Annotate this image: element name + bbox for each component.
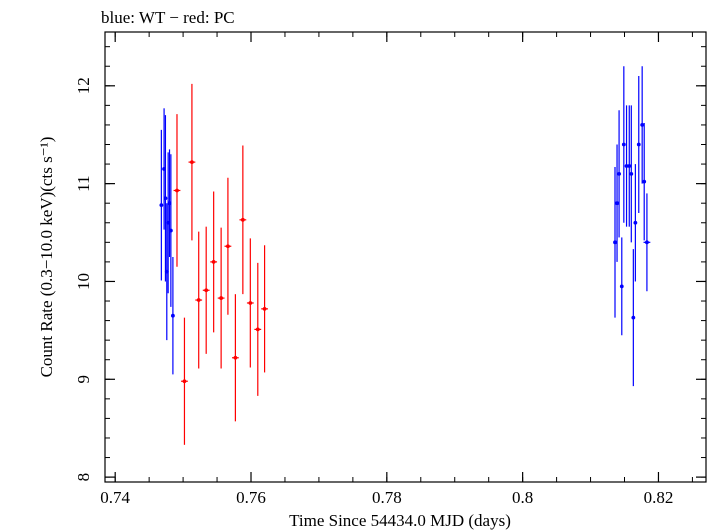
x-tick-label: 0.78 xyxy=(372,488,402,507)
data-point xyxy=(168,154,173,307)
point-marker xyxy=(168,228,173,233)
plot-frame xyxy=(104,31,707,483)
axes: 0.74 0.76 0.78 0.8 0.82 8 9 10 11 12 xyxy=(74,32,706,507)
data-point xyxy=(171,257,175,375)
data-point xyxy=(163,115,168,282)
point-marker xyxy=(175,188,179,193)
data-point xyxy=(231,294,239,422)
point-marker xyxy=(624,164,629,168)
point-marker xyxy=(255,327,260,332)
point-marker xyxy=(621,142,626,147)
data-point xyxy=(631,249,636,387)
data-points xyxy=(159,66,651,445)
x-tick-label: 0.74 xyxy=(100,488,130,507)
data-point xyxy=(619,237,624,336)
point-marker xyxy=(645,240,649,245)
chart-title: blue: WT − red: PC xyxy=(101,8,235,27)
x-tick-label: 0.82 xyxy=(644,488,674,507)
point-marker xyxy=(619,284,624,289)
y-tick-label: 10 xyxy=(74,273,93,290)
point-marker xyxy=(190,160,194,165)
point-marker xyxy=(182,379,187,384)
data-point xyxy=(621,66,626,223)
data-point xyxy=(210,191,218,333)
data-point xyxy=(188,83,196,241)
data-point xyxy=(224,177,232,315)
point-marker xyxy=(219,296,224,300)
point-marker xyxy=(617,171,621,176)
data-point xyxy=(246,238,254,368)
point-marker xyxy=(211,259,216,264)
data-point xyxy=(627,105,632,227)
data-point xyxy=(217,227,225,369)
data-point xyxy=(239,145,247,295)
data-point xyxy=(643,193,651,292)
y-tick-label: 9 xyxy=(74,375,93,384)
point-marker xyxy=(613,240,617,245)
data-point xyxy=(202,226,210,354)
data-point xyxy=(624,105,629,227)
point-marker xyxy=(262,306,267,311)
y-tick-label: 11 xyxy=(74,175,93,191)
point-marker xyxy=(196,298,201,302)
point-marker xyxy=(640,123,645,127)
data-point xyxy=(173,114,181,267)
x-tick-label: 0.8 xyxy=(512,488,533,507)
point-marker xyxy=(163,196,168,201)
data-point xyxy=(195,231,203,369)
data-point xyxy=(617,110,621,238)
data-point xyxy=(613,167,617,318)
data-point xyxy=(642,122,647,241)
y-tick-label: 12 xyxy=(74,77,93,94)
x-tick-label: 0.76 xyxy=(236,488,266,507)
point-marker xyxy=(615,201,619,206)
point-marker xyxy=(629,171,634,176)
y-tick-label: 8 xyxy=(74,473,93,482)
point-marker xyxy=(240,217,245,222)
point-marker xyxy=(159,203,164,208)
point-marker xyxy=(226,244,230,249)
point-marker xyxy=(248,301,253,305)
data-point xyxy=(640,66,645,184)
point-marker xyxy=(636,142,641,147)
data-point xyxy=(261,245,268,373)
point-marker xyxy=(233,355,238,360)
data-point xyxy=(615,144,619,262)
data-point xyxy=(159,129,164,281)
data-point xyxy=(254,262,262,396)
point-marker xyxy=(633,220,638,225)
data-point xyxy=(629,105,634,243)
y-axis-label: Count Rate (0.3−10.0 keV)(cts s⁻¹) xyxy=(37,137,56,378)
data-point xyxy=(636,76,641,213)
x-axis-label: Time Since 54434.0 MJD (days) xyxy=(289,511,511,530)
point-marker xyxy=(627,164,632,168)
data-point xyxy=(181,317,188,445)
data-point xyxy=(633,164,638,282)
point-marker xyxy=(642,179,647,184)
point-marker xyxy=(631,315,636,320)
point-marker xyxy=(171,313,175,318)
point-marker xyxy=(204,288,209,293)
